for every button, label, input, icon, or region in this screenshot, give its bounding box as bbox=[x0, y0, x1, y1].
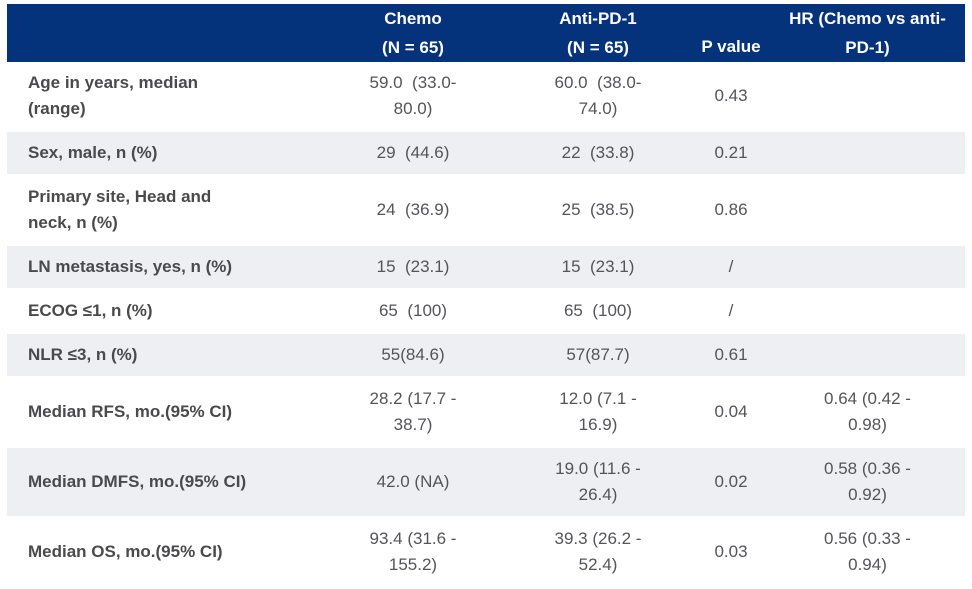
header-chemo: Chemo (N = 65) bbox=[322, 4, 504, 62]
hr-value: 0.58 (0.36 - 0.92) bbox=[770, 447, 965, 518]
chemo-value: 42.0 (NA) bbox=[322, 447, 504, 518]
row-label: Primary site, Head and neck, n (%) bbox=[7, 175, 322, 246]
row-label: Sex, male, n (%) bbox=[7, 131, 322, 176]
anti-pd1-value: 12.0 (7.1 - 16.9) bbox=[504, 377, 692, 448]
chemo-value: 24 (36.9) bbox=[322, 175, 504, 246]
row-label: NLR ≤3, n (%) bbox=[7, 333, 322, 378]
table-row-primary-site: Primary site, Head and neck, n (%) 24 (3… bbox=[7, 175, 965, 246]
table-row-ln-metastasis: LN metastasis, yes, n (%) 15 (23.1) 15 (… bbox=[7, 245, 965, 290]
header-anti-pd1: Anti-PD-1 (N = 65) bbox=[504, 4, 692, 62]
chemo-value: 59.0 (33.0- 80.0) bbox=[322, 62, 504, 132]
table-row-median-os: Median OS, mo.(95% CI) 93.4 (31.6 - 155.… bbox=[7, 517, 965, 588]
anti-pd1-value: 19.0 (11.6 - 26.4) bbox=[504, 447, 692, 518]
anti-pd1-value: 15 (23.1) bbox=[504, 245, 692, 290]
p-value: 0.61 bbox=[692, 333, 770, 378]
chemo-value: 29 (44.6) bbox=[322, 131, 504, 176]
chemo-value: 15 (23.1) bbox=[322, 245, 504, 290]
hr-value bbox=[770, 333, 965, 378]
header-hr: HR (Chemo vs anti- PD-1) bbox=[770, 4, 965, 62]
table-row-sex: Sex, male, n (%) 29 (44.6) 22 (33.8) 0.2… bbox=[7, 131, 965, 176]
anti-pd1-value: 60.0 (38.0- 74.0) bbox=[504, 62, 692, 132]
table-row-ecog: ECOG ≤1, n (%) 65 (100) 65 (100) / bbox=[7, 289, 965, 334]
chemo-value: 93.4 (31.6 - 155.2) bbox=[322, 517, 504, 588]
hr-value: 0.64 (0.42 - 0.98) bbox=[770, 377, 965, 448]
header-p-value: P value bbox=[692, 4, 770, 62]
row-label: ECOG ≤1, n (%) bbox=[7, 289, 322, 334]
p-value: 0.21 bbox=[692, 131, 770, 176]
hr-value bbox=[770, 62, 965, 132]
p-value: 0.43 bbox=[692, 62, 770, 132]
p-value: 0.02 bbox=[692, 447, 770, 518]
table-row-age: Age in years, median (range) 59.0 (33.0-… bbox=[7, 62, 965, 132]
p-value: / bbox=[692, 245, 770, 290]
table-row-median-rfs: Median RFS, mo.(95% CI) 28.2 (17.7 - 38.… bbox=[7, 377, 965, 448]
p-value: 0.86 bbox=[692, 175, 770, 246]
p-value: 0.04 bbox=[692, 377, 770, 448]
chemo-value: 55(84.6) bbox=[322, 333, 504, 378]
row-label: Median OS, mo.(95% CI) bbox=[7, 517, 322, 588]
table-header-row: Chemo (N = 65) Anti-PD-1 (N = 65) P valu… bbox=[7, 4, 965, 62]
anti-pd1-value: 22 (33.8) bbox=[504, 131, 692, 176]
anti-pd1-value: 25 (38.5) bbox=[504, 175, 692, 246]
anti-pd1-value: 57(87.7) bbox=[504, 333, 692, 378]
hr-value bbox=[770, 245, 965, 290]
p-value: 0.03 bbox=[692, 517, 770, 588]
p-value: / bbox=[692, 289, 770, 334]
anti-pd1-value: 65 (100) bbox=[504, 289, 692, 334]
hr-value bbox=[770, 289, 965, 334]
chemo-value: 65 (100) bbox=[322, 289, 504, 334]
hr-value: 0.56 (0.33 - 0.94) bbox=[770, 517, 965, 588]
table-row-median-dmfs: Median DMFS, mo.(95% CI) 42.0 (NA) 19.0 … bbox=[7, 447, 965, 518]
chemo-value: 28.2 (17.7 - 38.7) bbox=[322, 377, 504, 448]
row-label: Median DMFS, mo.(95% CI) bbox=[7, 447, 322, 518]
row-label: LN metastasis, yes, n (%) bbox=[7, 245, 322, 290]
hr-value bbox=[770, 131, 965, 176]
table-row-nlr: NLR ≤3, n (%) 55(84.6) 57(87.7) 0.61 bbox=[7, 333, 965, 378]
baseline-characteristics-table: Chemo (N = 65) Anti-PD-1 (N = 65) P valu… bbox=[7, 4, 965, 588]
row-label: Median RFS, mo.(95% CI) bbox=[7, 377, 322, 448]
row-label: Age in years, median (range) bbox=[7, 62, 322, 132]
header-empty-cell bbox=[7, 4, 322, 62]
hr-value bbox=[770, 175, 965, 246]
anti-pd1-value: 39.3 (26.2 - 52.4) bbox=[504, 517, 692, 588]
